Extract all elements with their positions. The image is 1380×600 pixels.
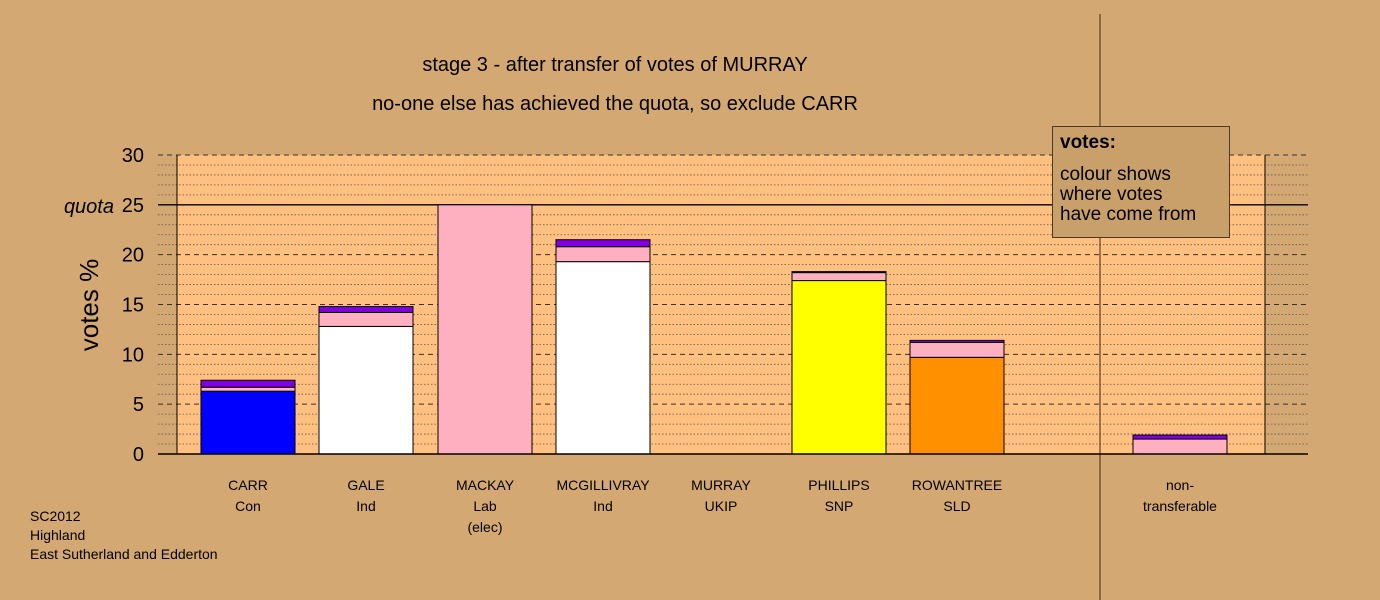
x-tick-label: (elec) (467, 519, 502, 535)
footer-ward: East Sutherland and Edderton (30, 546, 218, 562)
quota-label: quota (64, 196, 114, 218)
y-tick-label: 20 (122, 245, 144, 267)
y-tick-label: 25 (122, 195, 144, 217)
y-tick-label: 15 (122, 295, 144, 317)
bar-segment (909, 356, 1005, 455)
chart-subtitle: no-one else has achieved the quota, so e… (372, 93, 858, 115)
y-tick-label: 30 (122, 145, 144, 167)
bar-segment (555, 239, 651, 248)
bar-segment (555, 246, 651, 263)
bar-segment (437, 204, 533, 455)
x-tick-label: Ind (593, 498, 612, 514)
bar-segment (200, 386, 296, 392)
y-tick-label: 0 (133, 444, 144, 466)
legend-line: colour shows (1060, 164, 1171, 185)
legend-title: votes: (1060, 132, 1116, 153)
bar-segment (318, 325, 414, 455)
chart-title: stage 3 - after transfer of votes of MUR… (422, 54, 808, 76)
x-tick-label: MURRAY (691, 477, 751, 493)
bar-segment (791, 271, 887, 274)
x-tick-label: transferable (1143, 498, 1217, 514)
bar-segment (318, 305, 414, 313)
bar-segment (318, 311, 414, 327)
bar-segment (909, 339, 1005, 343)
x-tick-label: non- (1166, 477, 1194, 493)
y-tick-label: 5 (133, 394, 144, 416)
y-tick-label: 10 (122, 344, 144, 366)
x-tick-label: Con (235, 498, 261, 514)
footer-council: Highland (30, 527, 86, 543)
footer-election: SC2012 (30, 508, 81, 524)
x-tick-label: MCGILLIVRAY (556, 477, 650, 493)
x-tick-label: PHILLIPS (808, 477, 869, 493)
x-tick-label: Ind (356, 498, 375, 514)
x-tick-label: GALE (347, 477, 384, 493)
legend-box: votes: colour shows where votes have com… (1052, 126, 1230, 238)
x-tick-label: SLD (943, 498, 970, 514)
x-tick-label: UKIP (705, 498, 738, 514)
y-axis-label: votes % (74, 259, 104, 352)
bar-segment (200, 379, 296, 388)
x-tick-label: ROWANTREE (912, 477, 1002, 493)
bar-segment (555, 261, 651, 455)
bar-segment (1132, 438, 1228, 455)
x-tick-label: SNP (825, 498, 854, 514)
bar-segment (791, 280, 887, 455)
x-tick-label: MACKAY (456, 477, 515, 493)
x-tick-label: Lab (473, 498, 497, 514)
legend-line: where votes (1060, 184, 1163, 205)
bar-segment (200, 390, 296, 455)
legend-line: have come from (1060, 204, 1197, 225)
x-tick-label: CARR (228, 477, 268, 493)
bar-segment (909, 341, 1005, 358)
bar-segment (791, 272, 887, 282)
footer-info: SC2012 Highland East Sutherland and Edde… (30, 507, 218, 564)
bar-segment (1132, 434, 1228, 440)
